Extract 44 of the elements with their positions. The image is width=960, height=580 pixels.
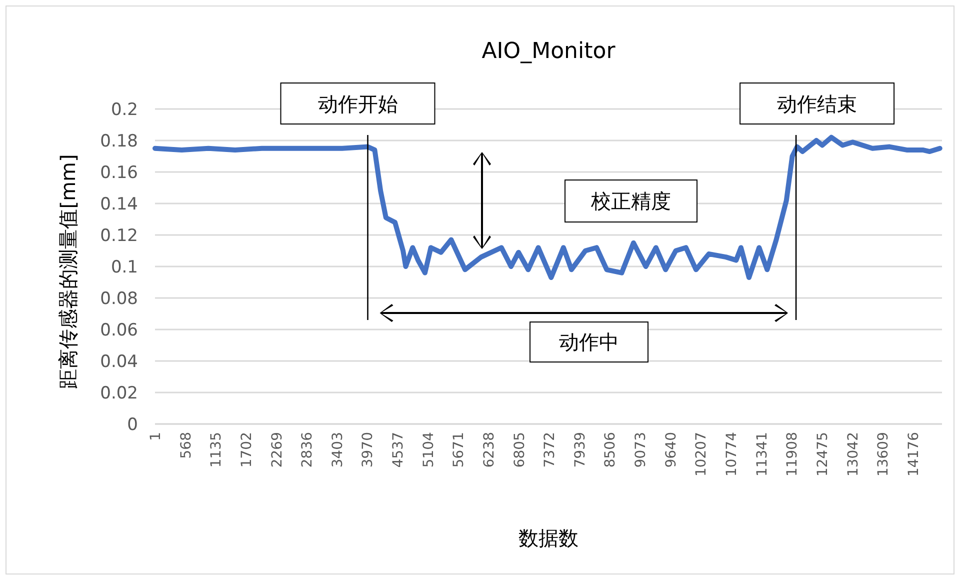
y-tick-label: 0.18	[100, 132, 138, 152]
y-tick-label: 0.16	[100, 163, 138, 183]
x-tick-label: 568	[178, 432, 194, 459]
ref-line-label: 动作结束	[777, 92, 858, 116]
x-tick-label: 4537	[390, 432, 407, 468]
x-tick-label: 2836	[300, 432, 316, 468]
x-axis-title: 数据数	[518, 526, 578, 550]
y-tick-label: 0.06	[100, 320, 138, 340]
y-tick-label: 0.02	[100, 384, 138, 404]
x-tick-label: 1702	[238, 432, 255, 468]
x-tick-label: 6805	[512, 432, 528, 468]
y-tick-label: 0.04	[100, 352, 138, 372]
x-tick-label: 13609	[876, 432, 892, 477]
x-tick-label: 12475	[814, 432, 831, 477]
x-tick-label: 5671	[451, 432, 468, 468]
x-tick-label: 5104	[420, 432, 437, 468]
y-tick-label: 0.12	[100, 226, 138, 246]
x-tick-label: 9640	[663, 432, 680, 468]
x-tick-label: 9073	[633, 432, 650, 468]
x-tick-label: 2269	[269, 432, 286, 468]
ref-line-label: 动作开始	[318, 92, 398, 116]
y-axis-title: 距离传感器的测量值[mm]	[56, 154, 80, 389]
x-tick-label: 11341	[754, 432, 770, 477]
y-tick-label: 0.1	[110, 258, 138, 278]
x-tick-label: 11908	[784, 432, 801, 477]
x-tick-label: 10207	[694, 432, 710, 477]
x-tick-label: 7372	[542, 432, 558, 468]
x-tick-label: 14176	[906, 432, 922, 477]
y-tick-label: 0	[127, 415, 138, 435]
x-tick-label: 3970	[360, 432, 376, 468]
x-tick-label: 7939	[572, 432, 588, 468]
x-tick-label: 3403	[330, 432, 346, 468]
y-tick-label: 0.08	[100, 289, 138, 309]
x-tick-label: 1135	[208, 432, 225, 468]
chart-title: AIO_Monitor	[482, 39, 616, 64]
annotation: 校正精度	[590, 189, 671, 213]
x-tick-label: 8506	[602, 432, 619, 468]
x-tick-label: 6238	[481, 432, 498, 468]
annotation: 动作中	[559, 330, 619, 354]
x-tick-label: 13042	[845, 432, 862, 477]
y-tick-label: 0.2	[110, 100, 138, 120]
x-tick-label: 1	[148, 432, 164, 441]
x-tick-label: 10774	[724, 432, 740, 477]
y-tick-label: 0.14	[100, 194, 138, 214]
